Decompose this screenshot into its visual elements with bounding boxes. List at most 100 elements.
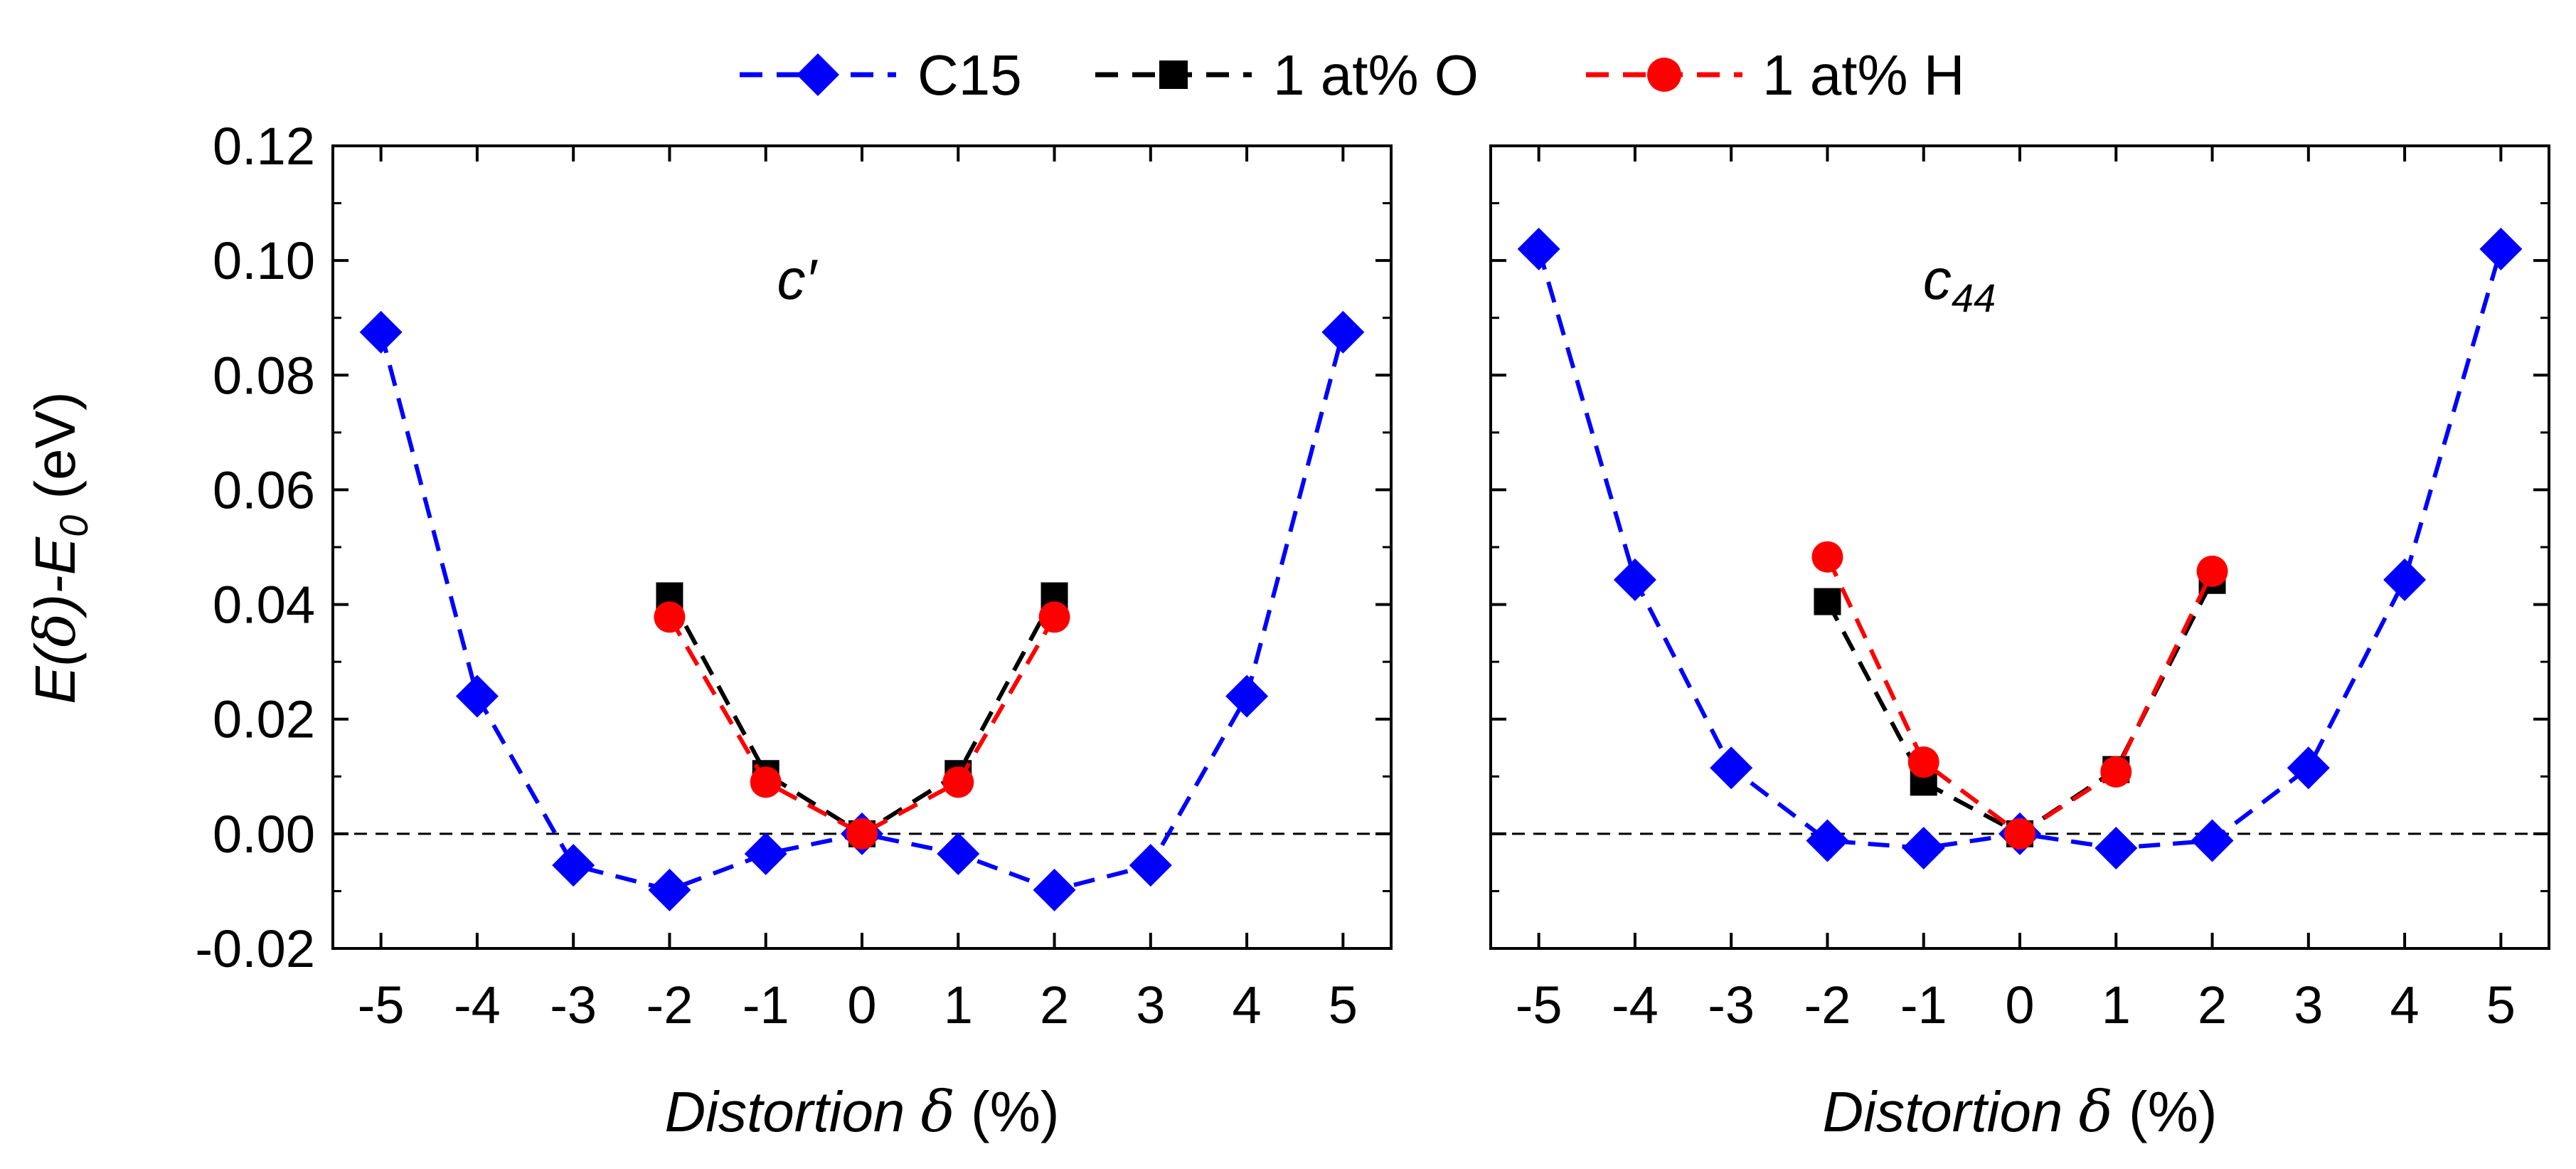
data-point-diamond [1033,868,1076,911]
data-point-diamond [1225,675,1269,718]
data-point-diamond [1129,844,1172,887]
data-point-diamond [2095,827,2138,869]
series-1-at-o [656,582,1068,847]
series-line [1825,579,2215,837]
y-tick-label: 0.00 [213,805,315,864]
panel-label-c44-sub: 44 [1952,275,1996,320]
y-tick-labels: -0.02 0.00 0.02 0.04 0.06 0.08 0.10 0.12 [195,117,315,978]
series-layer [359,310,1365,911]
x-axis-label-italic: Distortion [665,1080,921,1143]
x-tick-label: -1 [743,975,789,1035]
data-point-diamond [1806,819,1849,862]
x-axis-label-suffix: (%) [955,1080,1060,1143]
x-tick-label: 3 [1136,975,1165,1035]
x-axis-label-delta: δ [2079,1079,2113,1145]
data-point-circle [750,766,782,798]
data-point-diamond [1613,558,1656,601]
x-tick-label: 5 [2486,975,2516,1035]
series-c15 [1517,228,2523,869]
legend-marker-square [1159,60,1188,89]
y-tick-label: 0.12 [213,117,315,176]
legend-entry-oxygen: 1 at% O [1095,43,1479,107]
x-tick-label: -4 [1612,975,1659,1035]
series-layer [1517,228,2523,869]
data-point-diamond [1321,310,1365,354]
legend: C15 1 at% O 1 at% H [740,43,1965,107]
data-point-circle [2004,818,2035,850]
legend-entry-hydrogen: 1 at% H [1586,43,1965,107]
data-point-circle [2196,555,2228,587]
legend-marker-circle [1647,58,1681,92]
x-tick-label: -3 [550,975,597,1035]
series-line [1825,556,2215,837]
x-tick-label: -1 [1900,975,1947,1035]
series-1-at-h [654,601,1070,850]
legend-entry-c15: C15 [740,43,1022,107]
x-tick-label: -4 [454,975,501,1035]
series-line [1536,248,2503,851]
y-tick-label: 0.06 [213,460,315,519]
y-tick-label: 0.04 [213,576,315,635]
x-axis-label-right: Distortion δ (%) [1823,1079,2218,1145]
y-tick-label: 0.02 [213,690,315,749]
data-point-diamond [455,675,499,718]
data-point-diamond [2191,819,2234,862]
series-line [378,332,1346,892]
x-tick-label: 1 [2102,975,2131,1035]
legend-marker-diamond [797,53,839,96]
data-point-circle [942,766,974,798]
x-tick-label: 0 [2005,975,2034,1035]
data-point-diamond [1517,228,1560,271]
x-tick-label: 5 [1329,975,1358,1035]
x-tick-label: 1 [944,975,973,1035]
x-tick-label: 2 [1040,975,1069,1035]
data-point-diamond [1710,746,1753,790]
data-point-circle [1038,601,1070,633]
data-point-circle [654,601,686,633]
series-1-at-o [1814,566,2226,847]
panel-label-c44: c44 [1923,248,1996,320]
data-point-diamond [1902,827,1945,869]
x-tick-label: -5 [358,975,405,1035]
y-axis-label-prefix: E( [23,642,87,704]
data-point-diamond [2383,558,2427,601]
panel-c-prime: -0.02 0.00 0.02 0.04 0.06 0.08 0.10 0.12 -5 -4 -3… [195,117,1393,1035]
data-point-diamond [359,310,403,354]
data-point-circle [846,818,878,850]
x-tick-labels: -5 -4 -3 -2 -1 0 1 2 3 4 5 [1516,975,2516,1035]
data-point-diamond [2479,228,2523,271]
series-1-at-h [1811,541,2228,850]
y-tick-label: -0.02 [195,919,315,978]
x-tick-label: 3 [2294,975,2323,1035]
data-point-circle [1811,541,1843,573]
y-tick-label: 0.10 [213,231,315,290]
series-line [667,615,1057,837]
legend-label-oxygen: 1 at% O [1273,43,1479,107]
data-point-square [1814,588,1841,615]
x-tick-label: -3 [1708,975,1755,1035]
x-tick-label: -2 [646,975,693,1035]
y-axis-label-delta: δ [22,613,88,647]
data-point-diamond [648,868,691,911]
x-tick-label: -5 [1516,975,1563,1035]
y-axis-label: E(δ)-E0 (eV) [22,391,96,704]
data-point-diamond [2287,746,2330,790]
tick-marks [333,144,1391,950]
panel-label-c-prime: c′ [777,248,819,311]
x-tick-label: 4 [2390,975,2420,1035]
panel-label-c44-main: c [1923,248,1952,311]
panel-c44: -5 -4 -3 -2 -1 0 1 2 3 4 5 c44 [1489,144,2550,1035]
data-point-diamond [744,832,787,876]
legend-label-hydrogen: 1 at% H [1762,43,1965,107]
data-point-diamond [552,844,595,887]
x-axis-label-left: Distortion δ (%) [665,1079,1060,1145]
y-axis-label-suffix: (eV) [23,391,87,514]
y-axis-label-subscript: 0 [51,515,96,537]
x-axis-label-suffix: (%) [2113,1080,2218,1143]
x-tick-label: 0 [847,975,876,1035]
x-axis-label-italic: Distortion [1823,1080,2079,1143]
y-axis-label-mid: )-E [23,536,87,618]
x-axis-label-delta: δ [921,1079,955,1145]
x-tick-label: -2 [1804,975,1851,1035]
